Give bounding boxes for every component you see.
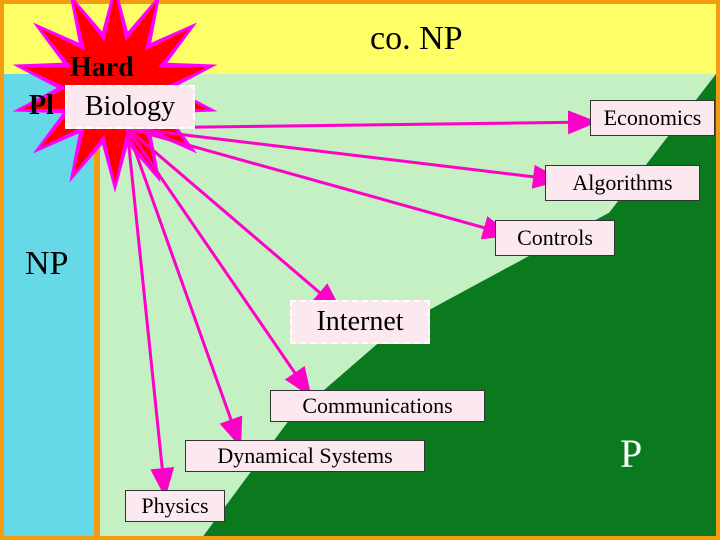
controls-box: Controls xyxy=(495,220,615,256)
physics-box: Physics xyxy=(125,490,225,522)
np-label: NP xyxy=(25,245,68,283)
algorithms-box: Algorithms xyxy=(545,165,700,201)
dynamical-box: Dynamical Systems xyxy=(185,440,425,472)
economics-box: Economics xyxy=(590,100,715,136)
biology-box: Biology xyxy=(65,85,195,129)
conp-label: co. NP xyxy=(370,20,463,58)
p-label: P xyxy=(620,430,642,477)
pl-fragment: Pl xyxy=(29,90,54,122)
communications-box: Communications xyxy=(270,390,485,422)
hard-label: Hard xyxy=(70,52,134,84)
internet-box: Internet xyxy=(290,300,430,344)
